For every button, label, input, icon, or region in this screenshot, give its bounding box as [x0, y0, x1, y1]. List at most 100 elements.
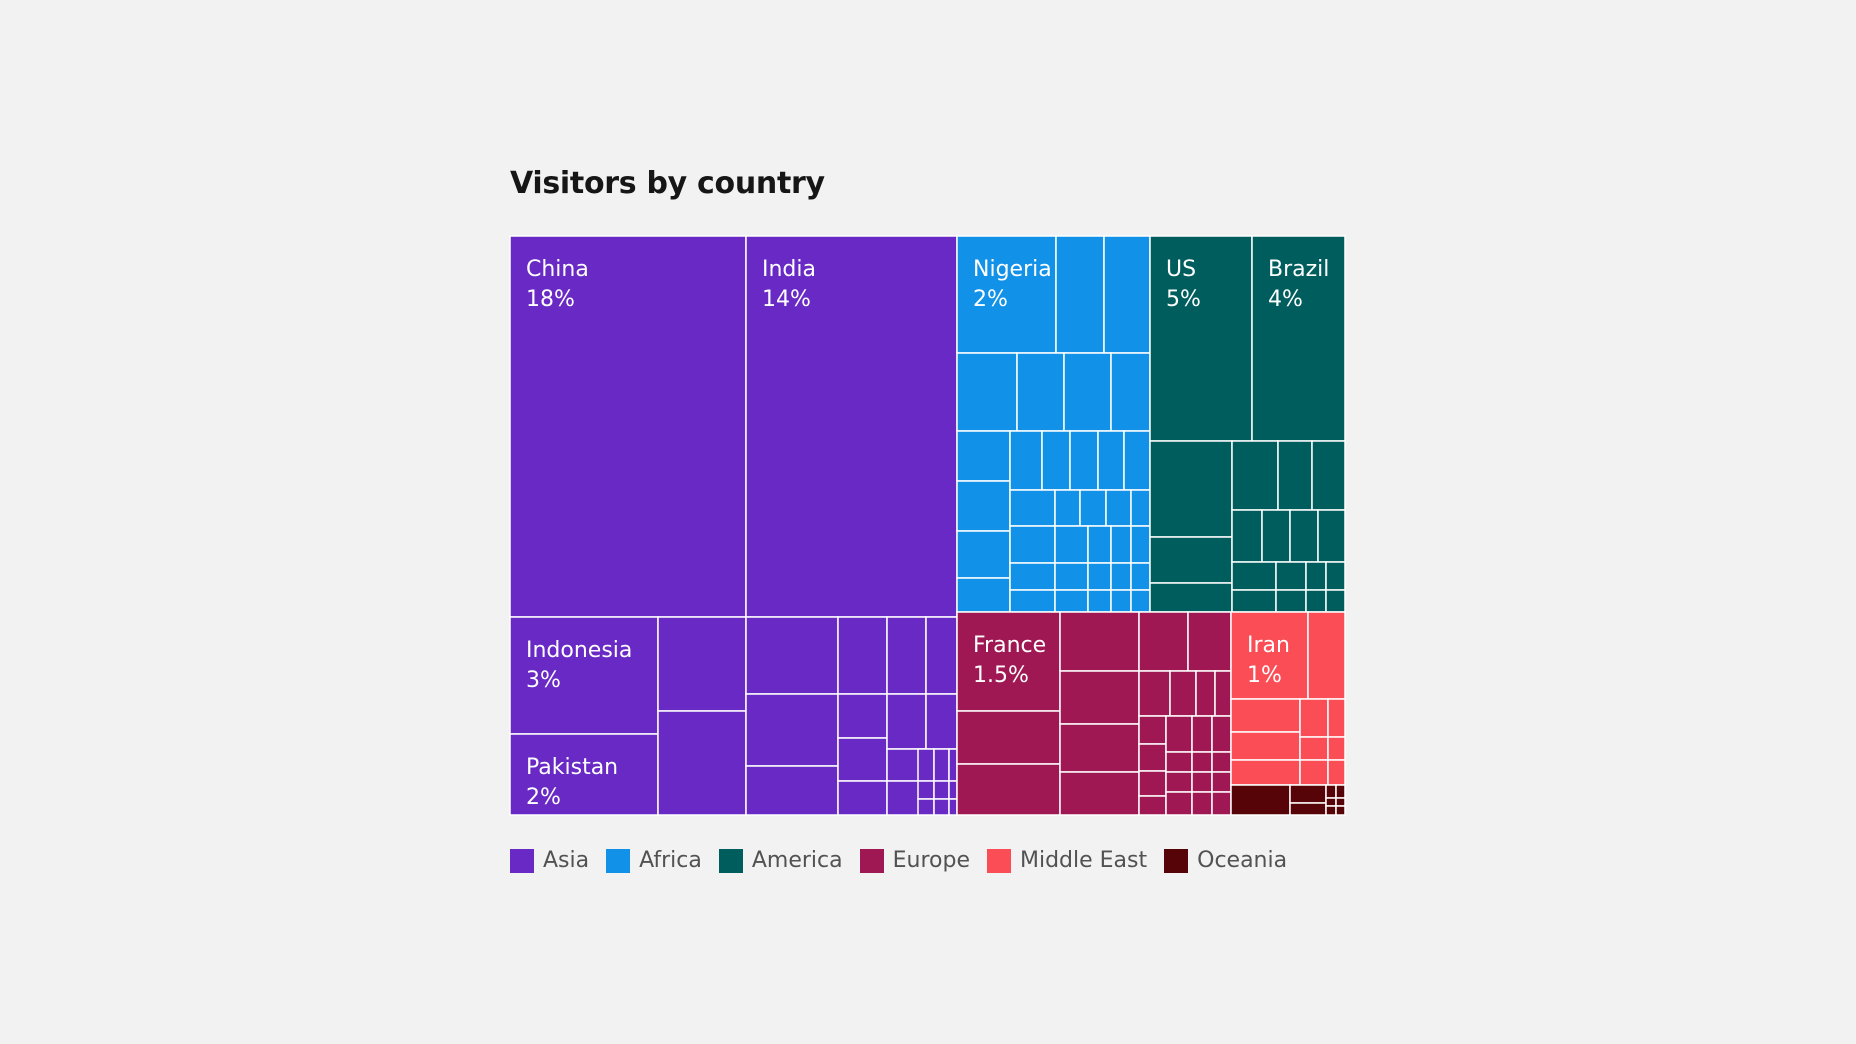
- tile-africa[interactable]: [1009, 489, 1056, 527]
- tile-europe[interactable]: [1214, 670, 1232, 717]
- tile-africa[interactable]: [1009, 525, 1056, 564]
- tile-asia[interactable]: [837, 693, 888, 739]
- tile-africa[interactable]: [956, 530, 1011, 579]
- tile-africa[interactable]: [1079, 489, 1107, 527]
- tile-us[interactable]: [1149, 235, 1253, 442]
- tile-asia[interactable]: [745, 616, 839, 695]
- tile-europe[interactable]: [1211, 715, 1232, 753]
- tile-europe[interactable]: [1165, 751, 1193, 773]
- tile-india[interactable]: [745, 235, 958, 618]
- tile-africa[interactable]: [1130, 589, 1151, 613]
- tile-america[interactable]: [1325, 589, 1346, 613]
- tile-america[interactable]: [1149, 440, 1233, 538]
- tile-africa[interactable]: [1054, 489, 1081, 527]
- tile-middle-east[interactable]: [1307, 611, 1346, 700]
- tile-africa[interactable]: [1110, 589, 1132, 613]
- tile-africa[interactable]: [956, 430, 1011, 482]
- tile-africa[interactable]: [1123, 430, 1151, 491]
- tile-america[interactable]: [1325, 561, 1346, 591]
- tile-africa[interactable]: [1087, 589, 1112, 613]
- tile-africa[interactable]: [1130, 489, 1151, 527]
- legend-item-asia[interactable]: Asia: [510, 848, 589, 873]
- tile-america[interactable]: [1317, 509, 1346, 563]
- tile-america[interactable]: [1231, 440, 1279, 511]
- tile-europe[interactable]: [1211, 791, 1232, 816]
- tile-europe[interactable]: [1211, 771, 1232, 793]
- tile-africa[interactable]: [1009, 589, 1056, 613]
- tile-africa[interactable]: [1009, 562, 1056, 591]
- tile-asia[interactable]: [837, 780, 888, 816]
- tile-africa[interactable]: [1110, 525, 1132, 564]
- tile-america[interactable]: [1231, 509, 1263, 563]
- tile-asia[interactable]: [933, 748, 950, 782]
- tile-europe[interactable]: [1138, 770, 1167, 797]
- tile-france[interactable]: [956, 611, 1061, 712]
- tile-asia[interactable]: [745, 693, 839, 767]
- tile-africa[interactable]: [1110, 562, 1132, 591]
- tile-oceania[interactable]: [1325, 784, 1337, 799]
- tile-america[interactable]: [1261, 509, 1291, 563]
- tile-oceania[interactable]: [1230, 784, 1291, 816]
- tile-middle-east[interactable]: [1327, 759, 1346, 786]
- tile-america[interactable]: [1305, 589, 1327, 613]
- tile-brazil[interactable]: [1251, 235, 1346, 442]
- tile-asia[interactable]: [745, 765, 839, 816]
- tile-europe[interactable]: [1191, 715, 1213, 753]
- tile-china[interactable]: [509, 235, 747, 618]
- tile-oceania[interactable]: [1335, 784, 1346, 799]
- tile-pakistan[interactable]: [509, 733, 659, 816]
- tile-asia[interactable]: [948, 748, 958, 782]
- tile-asia[interactable]: [933, 798, 950, 816]
- tile-africa[interactable]: [1054, 562, 1089, 591]
- tile-america[interactable]: [1231, 561, 1277, 591]
- tile-america[interactable]: [1275, 589, 1307, 613]
- tile-asia[interactable]: [925, 693, 958, 750]
- tile-asia[interactable]: [837, 616, 888, 695]
- tile-america[interactable]: [1305, 561, 1327, 591]
- tile-oceania[interactable]: [1289, 802, 1327, 816]
- tile-asia[interactable]: [917, 798, 935, 816]
- legend-item-europe[interactable]: Europe: [859, 848, 970, 873]
- tile-asia[interactable]: [837, 737, 888, 782]
- tile-america[interactable]: [1231, 589, 1277, 613]
- tile-europe[interactable]: [1169, 670, 1197, 717]
- tile-europe[interactable]: [1059, 723, 1140, 773]
- tile-africa[interactable]: [1130, 562, 1151, 591]
- legend-item-oceania[interactable]: Oceania: [1164, 848, 1287, 873]
- tile-middle-east[interactable]: [1327, 698, 1346, 738]
- tile-africa[interactable]: [1103, 235, 1151, 354]
- tile-iran[interactable]: [1230, 611, 1309, 700]
- legend-item-africa[interactable]: Africa: [606, 848, 702, 873]
- tile-middle-east[interactable]: [1299, 736, 1329, 761]
- tile-europe[interactable]: [956, 763, 1061, 816]
- tile-america[interactable]: [1149, 536, 1233, 584]
- tile-middle-east[interactable]: [1230, 698, 1301, 733]
- tile-asia[interactable]: [886, 616, 927, 695]
- tile-asia[interactable]: [948, 798, 958, 816]
- tile-middle-east[interactable]: [1230, 731, 1301, 761]
- tile-america[interactable]: [1277, 440, 1313, 511]
- tile-middle-east[interactable]: [1327, 736, 1346, 761]
- tile-europe[interactable]: [956, 710, 1061, 765]
- legend-item-middle-east[interactable]: Middle East: [986, 848, 1147, 873]
- tile-asia[interactable]: [917, 748, 935, 782]
- tile-america[interactable]: [1149, 582, 1233, 613]
- tile-africa[interactable]: [1063, 352, 1112, 432]
- tile-europe[interactable]: [1059, 670, 1140, 725]
- tile-europe[interactable]: [1059, 611, 1140, 672]
- tile-europe[interactable]: [1165, 771, 1193, 793]
- tile-africa[interactable]: [1110, 352, 1151, 432]
- tile-asia[interactable]: [948, 780, 958, 800]
- tile-africa[interactable]: [1069, 430, 1099, 491]
- tile-oceania[interactable]: [1335, 797, 1346, 807]
- tile-europe[interactable]: [1138, 743, 1167, 772]
- tile-middle-east[interactable]: [1230, 759, 1301, 786]
- tile-africa[interactable]: [1054, 589, 1089, 613]
- tile-africa[interactable]: [1009, 430, 1043, 491]
- tile-europe[interactable]: [1191, 791, 1213, 816]
- tile-oceania[interactable]: [1289, 784, 1327, 804]
- tile-europe[interactable]: [1138, 611, 1189, 672]
- tile-africa[interactable]: [1054, 525, 1089, 564]
- tile-asia[interactable]: [657, 616, 747, 712]
- tile-africa[interactable]: [956, 480, 1011, 532]
